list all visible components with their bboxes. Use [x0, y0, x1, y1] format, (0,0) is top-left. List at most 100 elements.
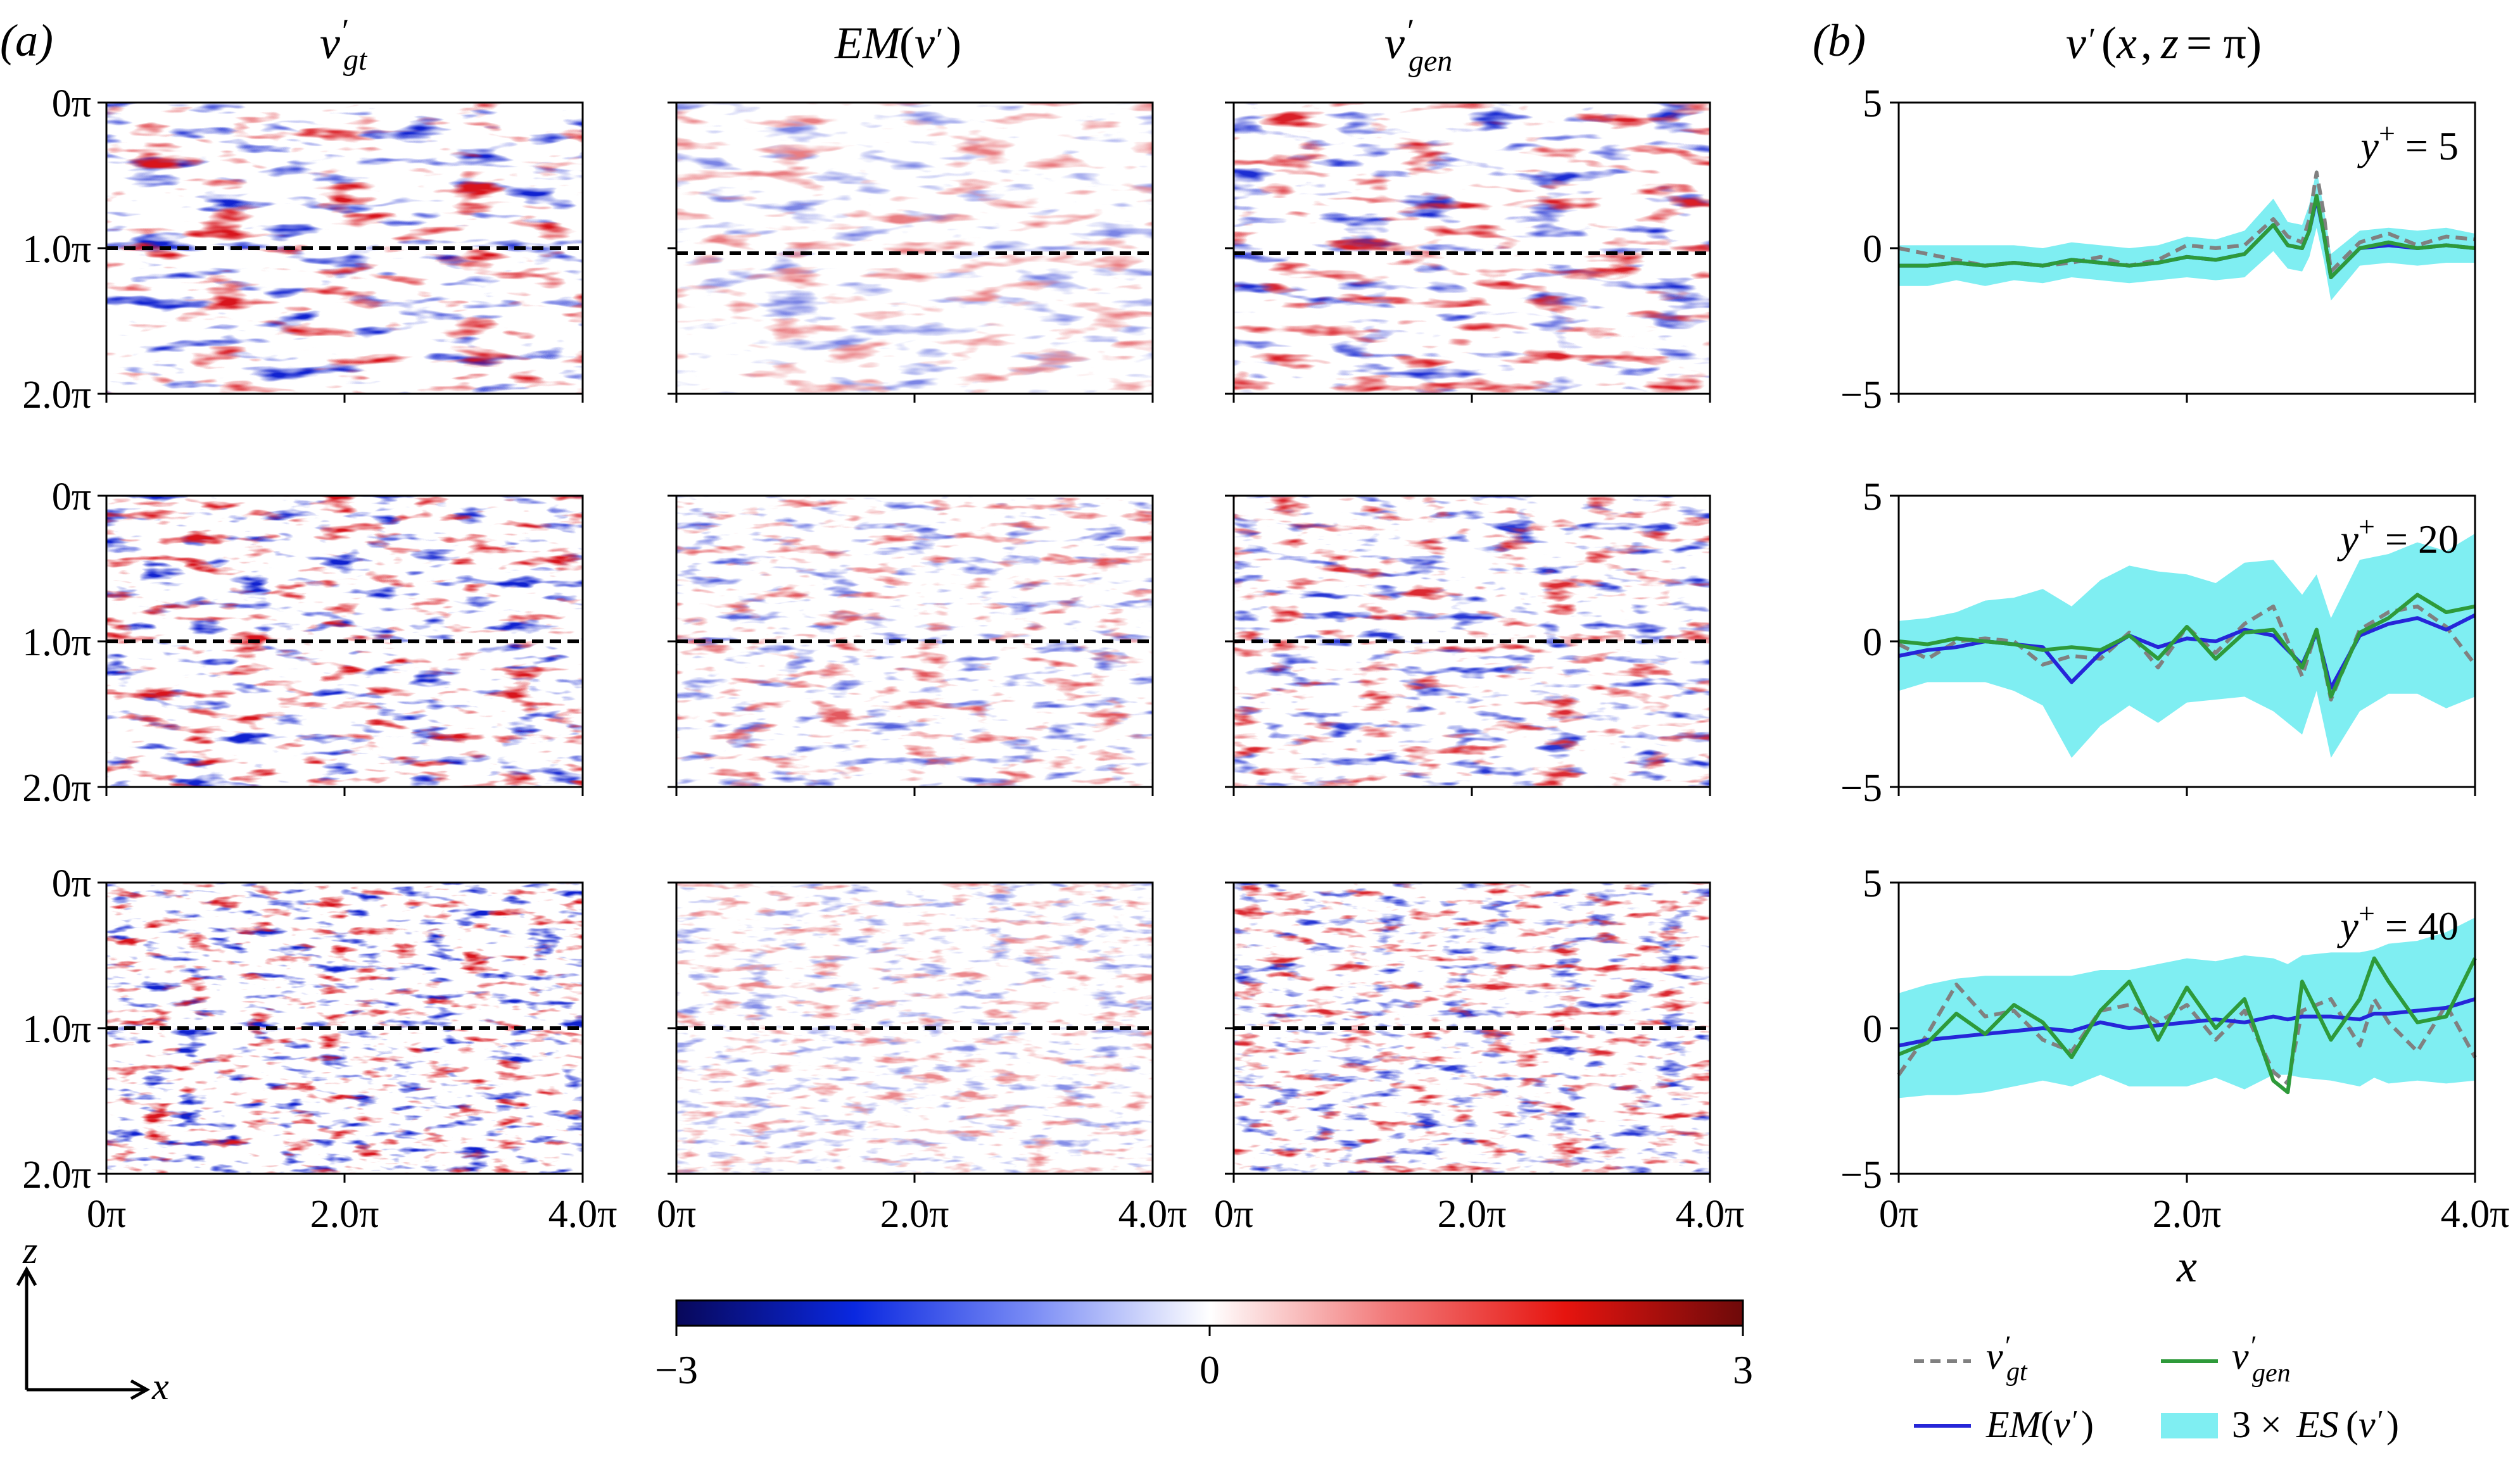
legend-gt-label: v ′ gt: [1986, 1330, 2028, 1387]
x-tick-label: 2.0π: [1438, 1193, 1507, 1236]
svg-text:EM: EM: [834, 18, 903, 68]
svg-text:EM: EM: [1985, 1404, 2043, 1445]
series-line-gen: [1899, 194, 2476, 279]
svg-text:ES: ES: [2296, 1404, 2339, 1445]
axis-arrows: [16, 1266, 151, 1400]
svg-text:(: (: [2101, 18, 2117, 68]
y-tick-label: −5: [1840, 374, 1882, 417]
y-tick-label: −5: [1840, 1154, 1882, 1197]
heatmap-r1-c1: 0π 1.0π 2.0π: [22, 82, 584, 417]
colorbar-max-label: 3: [1733, 1347, 1753, 1392]
x-arrow-label: x: [151, 1366, 169, 1407]
colorbar-mid-label: 0: [1200, 1347, 1220, 1392]
svg-text:′: ′: [342, 13, 349, 49]
svg-text:= π): = π): [2186, 18, 2262, 68]
x-tick-label: 0π: [87, 1193, 126, 1236]
heatmap-r2-c1: 0π 1.0π 2.0π: [22, 475, 584, 810]
line-plot-2: −5 0 5 y+ = 20: [1840, 475, 2477, 810]
x-tick-label: 2.0π: [310, 1193, 379, 1236]
svg-text:v: v: [2066, 18, 2086, 68]
svg-text:′: ′: [2089, 22, 2096, 58]
svg-text:′: ′: [936, 22, 943, 58]
svg-text:gen: gen: [1409, 44, 1452, 78]
y-plus-annotation: y+ = 5: [2357, 117, 2459, 168]
column-title-em: EM ( v ′ ): [834, 18, 961, 68]
line-plots-panel-b: −5 0 5 y+ = 5 −5 0 5 y+ = 20 −5 0 5 0π 2.0π 4.0π y+ = …: [1840, 82, 2509, 1292]
svg-text:,: ,: [2141, 18, 2152, 68]
heatmap-r3-c3: 0π 2.0π 4.0π: [1214, 881, 1745, 1236]
x-tick-label: 4.0π: [548, 1193, 617, 1236]
y-tick-label: −5: [1840, 767, 1882, 810]
x-tick-label: 4.0π: [2441, 1193, 2510, 1236]
panel-b-title: v ′ ( x , z = π): [2066, 18, 2262, 68]
x-tick-label: 0π: [1214, 1193, 1253, 1236]
heatmap-r1-c3: [1225, 101, 1711, 403]
line-plot-3: −5 0 5 0π 2.0π 4.0π y+ = 40 x: [1840, 862, 2509, 1292]
svg-text:(: (: [2346, 1404, 2359, 1445]
svg-text:): ): [2386, 1404, 2399, 1445]
heatmap-r2-c3: [1225, 494, 1711, 796]
z-arrow-label: z: [22, 1230, 37, 1271]
z-tick-label: 2.0π: [22, 767, 91, 810]
svg-text:′: ′: [2005, 1330, 2011, 1361]
heatmap-r2-c2: [668, 494, 1154, 796]
panel-a-label: (a): [0, 15, 53, 66]
x-tick-label: 0π: [1879, 1193, 1918, 1236]
svg-text:v: v: [1384, 18, 1405, 68]
y-tick-label: 5: [1863, 862, 1882, 905]
svg-text:gt: gt: [343, 43, 368, 77]
y-tick-label: 0: [1863, 621, 1882, 664]
x-tick-label: 4.0π: [1676, 1193, 1745, 1236]
es-band: [1899, 533, 2475, 758]
line-plot-1: −5 0 5 y+ = 5: [1840, 82, 2476, 417]
y-tick-label: 0: [1863, 228, 1882, 271]
svg-text:(: (: [2041, 1404, 2053, 1445]
column-title-gt: v ′ gt: [320, 13, 368, 77]
svg-text:v: v: [320, 18, 340, 68]
heatmap-r1-c2: [668, 101, 1154, 403]
series-line-gen: [1897, 956, 2477, 1095]
z-tick-label: 0π: [52, 475, 91, 519]
svg-text:gen: gen: [2252, 1359, 2291, 1388]
y-plus-annotation: y+ = 40: [2337, 897, 2459, 948]
legend-es-label: 3 × ES ( v ′ ): [2232, 1404, 2399, 1445]
y-tick-label: 5: [1863, 475, 1882, 519]
legend: v ′ gt v ′ gen EM ( v ′ ) 3 × ES ( v ′ ): [1914, 1330, 2399, 1445]
z-tick-label: 2.0π: [22, 1154, 91, 1197]
svg-text:3 ×: 3 ×: [2232, 1404, 2282, 1445]
svg-text:): ): [946, 18, 961, 68]
svg-text:′: ′: [1407, 13, 1414, 49]
z-tick-label: 1.0π: [22, 621, 91, 664]
svg-text:v: v: [2232, 1335, 2249, 1377]
svg-text:): ): [2081, 1404, 2094, 1445]
z-tick-label: 0π: [52, 862, 91, 905]
x-axis-label: x: [2176, 1241, 2197, 1292]
svg-text:x: x: [2116, 18, 2137, 68]
legend-es-swatch: [2161, 1413, 2218, 1438]
z-tick-label: 2.0π: [22, 374, 91, 417]
svg-text:′: ′: [2378, 1405, 2384, 1436]
svg-text:v: v: [2053, 1404, 2070, 1445]
svg-text:′: ′: [2072, 1405, 2079, 1436]
x-tick-label: 2.0π: [2153, 1193, 2222, 1236]
x-tick-label: 2.0π: [880, 1193, 949, 1236]
column-title-gen: v ′ gen: [1384, 13, 1452, 78]
svg-text:z: z: [2160, 18, 2179, 68]
svg-text:v: v: [2359, 1404, 2376, 1445]
z-tick-label: 1.0π: [22, 228, 91, 271]
colorbar-min-label: −3: [655, 1347, 698, 1392]
svg-text:′: ′: [2251, 1330, 2257, 1361]
x-tick-label: 0π: [657, 1193, 696, 1236]
z-tick-label: 0π: [52, 82, 91, 125]
z-tick-label: 1.0π: [22, 1008, 91, 1051]
x-tick-label: 4.0π: [1118, 1193, 1187, 1236]
svg-text:(: (: [899, 18, 915, 68]
svg-text:gt: gt: [2006, 1357, 2028, 1387]
y-tick-label: 5: [1863, 82, 1882, 125]
y-tick-label: 0: [1863, 1008, 1882, 1051]
legend-gen-label: v ′ gen: [2232, 1330, 2291, 1388]
svg-text:v: v: [1986, 1335, 2003, 1377]
legend-em-label: EM ( v ′ ): [1985, 1404, 2094, 1445]
